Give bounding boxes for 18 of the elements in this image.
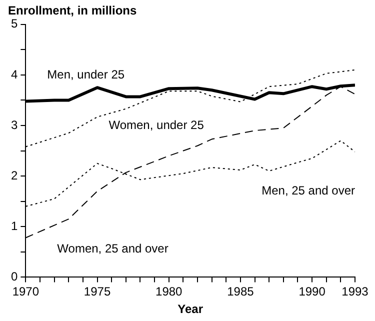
chart-title: Enrollment, in millions <box>8 4 138 18</box>
y-tick-label: 1 <box>10 218 18 233</box>
x-tick-label: 1975 <box>84 284 111 299</box>
y-tick-label: 2 <box>10 168 18 182</box>
y-tick-label: 0 <box>10 270 18 284</box>
series-label: Women, under 25 <box>108 118 204 132</box>
x-tick-label: 1990 <box>298 284 326 299</box>
series-label: Men, 25 and over <box>262 184 355 198</box>
x-axis-title: Year <box>178 302 204 316</box>
y-tick-label: 4 <box>10 67 18 82</box>
x-tick-label: 1985 <box>227 284 254 299</box>
series-label: Men, under 25 <box>47 67 125 82</box>
x-tick-label: 1970 <box>12 284 40 299</box>
y-tick-label: 5 <box>10 16 18 31</box>
x-tick-label: 1993 <box>342 284 369 299</box>
x-tick-label: 1980 <box>156 284 183 299</box>
series-label: Women, 25 and over <box>57 242 168 256</box>
y-tick-label: 3 <box>10 118 18 132</box>
